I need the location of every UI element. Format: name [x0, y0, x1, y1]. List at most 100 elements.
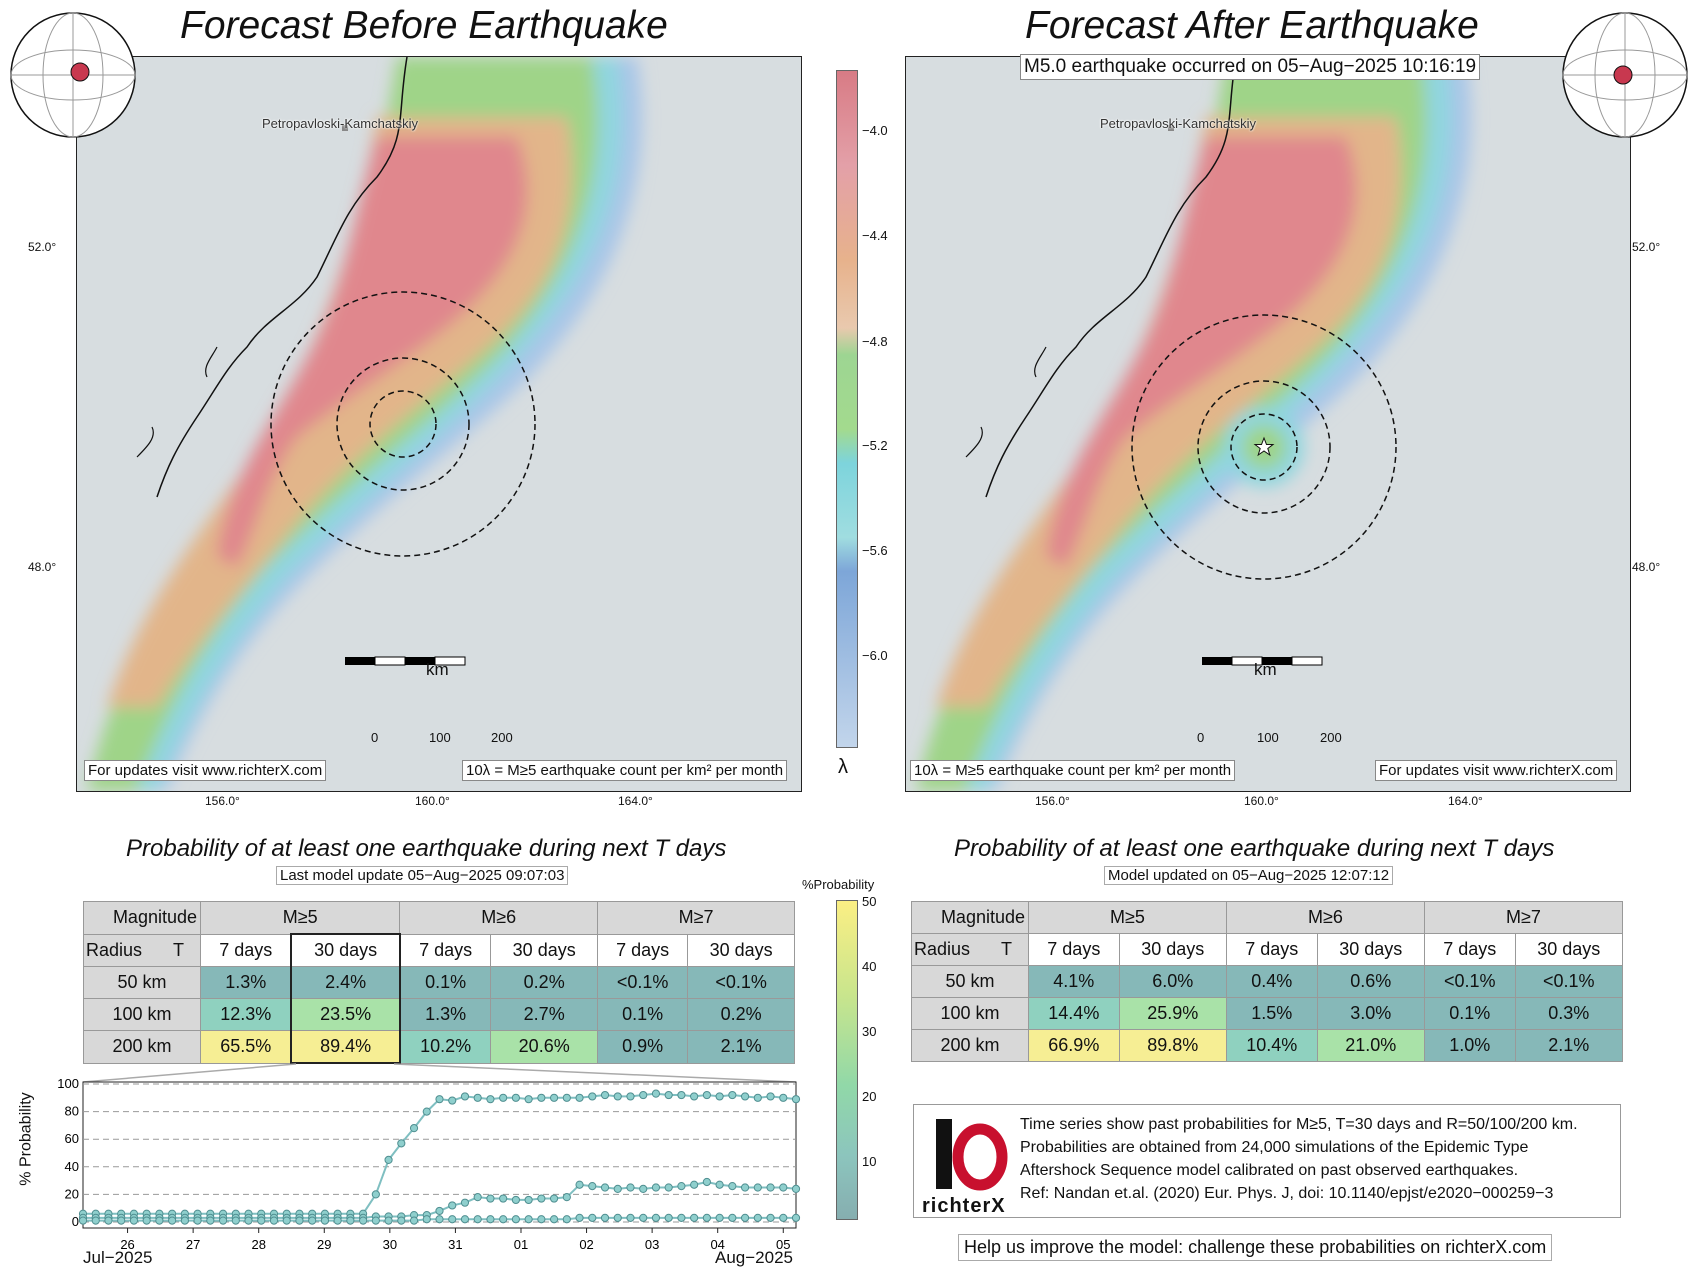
series-point	[371, 1190, 380, 1199]
series-point	[664, 1213, 673, 1222]
series-point	[690, 1213, 699, 1222]
right-updates-label: For updates visit www.richterX.com	[1375, 760, 1618, 781]
series-point	[435, 1215, 444, 1224]
period-header: 7 days	[399, 933, 492, 967]
prob-cell: 0.1%	[597, 998, 689, 1031]
radius-cell: 100 km	[83, 998, 201, 1031]
series-point	[626, 1092, 635, 1101]
series-point	[524, 1215, 533, 1224]
left-lon-160: 160.0°	[415, 794, 450, 808]
series-point	[511, 1215, 520, 1224]
prob-cell: 1.3%	[399, 998, 492, 1031]
prob-cell: 3.0%	[1316, 997, 1425, 1030]
series-point	[142, 1216, 151, 1225]
series-point	[600, 1183, 610, 1192]
help-link[interactable]: Help us improve the model: challenge the…	[958, 1234, 1553, 1261]
series-point	[155, 1216, 164, 1225]
prob-colorbar-title: %Probability	[802, 877, 875, 892]
y-tick-label: 20	[65, 1186, 79, 1201]
series-point	[728, 1090, 737, 1100]
series-point	[168, 1216, 177, 1225]
series-point	[626, 1183, 635, 1192]
series-point	[702, 1090, 711, 1100]
table-row: 50 km 4.1% 6.0% 0.4% 0.6% <0.1% <0.1%	[911, 965, 1624, 998]
series-point	[295, 1216, 304, 1225]
series-point	[575, 1213, 584, 1222]
radius-cell: 100 km	[911, 997, 1029, 1030]
prob-cell: 20.6%	[490, 1030, 599, 1064]
period-header: 7 days	[1423, 933, 1516, 966]
prob-cell: 0.9%	[597, 1030, 689, 1064]
series-point	[371, 1216, 380, 1225]
series-point	[715, 1213, 724, 1222]
series-point	[575, 1180, 584, 1189]
series-point	[346, 1216, 355, 1225]
period-header: 30 days	[1514, 933, 1624, 966]
series-point	[753, 1213, 762, 1222]
prob-tick-30: 30	[862, 1024, 877, 1039]
info-note: richterX Time series show past probabili…	[913, 1104, 1621, 1218]
series-point	[740, 1092, 750, 1101]
series-point	[740, 1213, 750, 1222]
series-point	[104, 1216, 113, 1225]
series-point	[486, 1215, 495, 1224]
left-updates-label: For updates visit www.richterX.com	[84, 760, 327, 781]
radius-label: Radius	[86, 939, 143, 960]
series-point	[473, 1193, 482, 1202]
series-point	[257, 1216, 266, 1225]
series-point	[613, 1184, 622, 1193]
series-point	[728, 1213, 737, 1222]
prob-cell: 4.1%	[1028, 965, 1120, 998]
period-header: 30 days	[687, 933, 795, 967]
series-point	[244, 1216, 253, 1225]
table-header-row: Magnitude M≥5 M≥6 M≥7	[911, 901, 1624, 934]
series-point	[677, 1213, 686, 1222]
right-map[interactable]	[905, 56, 1631, 792]
series-point	[435, 1095, 444, 1104]
right-km-label: km	[1254, 660, 1277, 679]
series-point	[562, 1215, 571, 1224]
series-point	[690, 1092, 699, 1101]
mag-header: M≥6	[399, 901, 599, 935]
series-point	[78, 1216, 88, 1225]
right-prob-table: Magnitude M≥5 M≥6 M≥7 Radius T 7 days 30 days 7 …	[911, 901, 1624, 1062]
table-row: 50 km 1.3% 2.4% 0.1% 0.2% <0.1% <0.1%	[83, 966, 795, 999]
series-point	[791, 1095, 801, 1104]
x-tick-label: 02	[579, 1237, 593, 1252]
series-point	[308, 1216, 317, 1225]
prob-cell: 14.4%	[1028, 997, 1120, 1030]
prob-cell: 0.1%	[399, 966, 492, 999]
right-map-title: Forecast After Earthquake	[1025, 4, 1479, 47]
series-point	[791, 1184, 801, 1193]
prob-cell: 10.2%	[399, 1030, 492, 1064]
series-point	[511, 1195, 520, 1205]
prob-cell: 2.7%	[490, 998, 599, 1031]
series-point	[409, 1124, 419, 1133]
radius-cell: 200 km	[83, 1030, 201, 1064]
series-point	[397, 1139, 406, 1148]
mag-header: M≥7	[1423, 901, 1624, 934]
prob-colorbar	[836, 900, 858, 1220]
x-tick-label: 28	[251, 1237, 265, 1252]
prob-cell: 10.4%	[1225, 1029, 1318, 1062]
series-point	[613, 1213, 622, 1222]
table-row: 200 km 66.9% 89.8% 10.4% 21.0% 1.0% 2.1%	[911, 1029, 1624, 1062]
prob-cell: 2.4%	[290, 966, 401, 999]
series-point	[320, 1216, 330, 1225]
mag-header: M≥5	[1028, 901, 1227, 934]
series-point	[486, 1194, 495, 1203]
note-line-2: Probabilities are obtained from 24,000 s…	[1020, 1139, 1529, 1156]
series-point	[588, 1182, 597, 1191]
series-point	[664, 1183, 673, 1192]
table-header-row: Magnitude M≥5 M≥6 M≥7	[83, 901, 795, 935]
series-point	[422, 1215, 431, 1224]
colorbar-label: λ	[838, 756, 848, 778]
left-scale-100: 100	[429, 730, 451, 745]
mag-header: M≥5	[199, 901, 401, 935]
prob-cell: 0.3%	[1514, 997, 1624, 1030]
radius-header: Radius T	[83, 933, 201, 967]
left-map[interactable]	[76, 56, 802, 792]
series-point	[600, 1090, 610, 1100]
right-table-subtitle: Model updated on 05−Aug−2025 12:07:12	[1104, 866, 1394, 885]
series-point	[639, 1090, 648, 1100]
